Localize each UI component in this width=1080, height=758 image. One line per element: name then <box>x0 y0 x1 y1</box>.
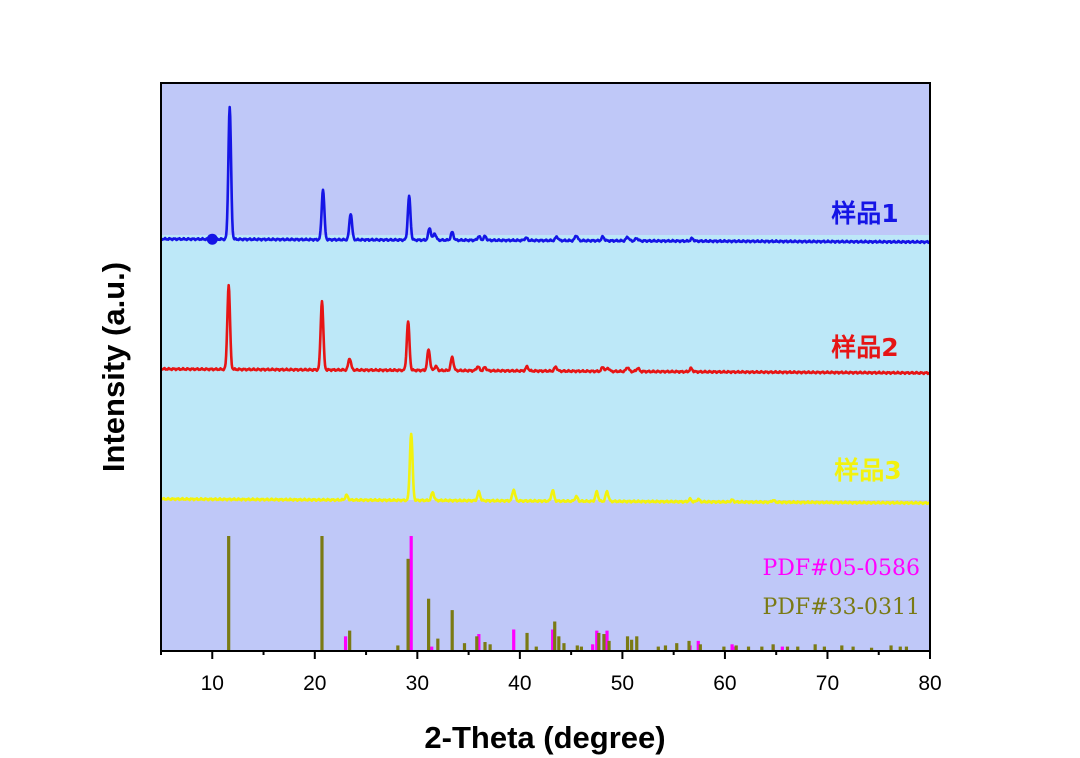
ref-line-1-15 <box>780 646 784 650</box>
ref-line-2-4 <box>396 645 400 650</box>
x-tick-label: 20 <box>303 672 326 695</box>
ref-line-2-2 <box>320 536 324 650</box>
ref-line-2-30 <box>698 644 702 650</box>
band-sample-1 <box>161 83 930 235</box>
ref-line-2-31 <box>722 646 726 650</box>
ref-line-2-33 <box>746 646 751 650</box>
ref-line-2-39 <box>822 646 826 650</box>
series-line-3 <box>159 432 932 506</box>
ref-line-2-41 <box>851 646 855 650</box>
ref-line-2-8 <box>450 610 454 650</box>
ref-line-2-44 <box>898 646 902 650</box>
ref-line-2-10 <box>475 636 479 650</box>
x-tick-label: 60 <box>713 672 736 695</box>
ref-line-1-12 <box>730 644 734 650</box>
ref-line-1-11 <box>696 640 700 650</box>
ref-line-2-42 <box>869 647 874 650</box>
ref-line-2-19 <box>579 646 583 650</box>
series-marker-1 <box>206 233 218 245</box>
ref-line-2-14 <box>534 646 538 650</box>
ref-line-2-16 <box>557 636 561 650</box>
ref-line-1-6 <box>551 629 555 650</box>
background-bands <box>161 83 930 651</box>
ref-line-2-45 <box>904 646 909 650</box>
series-label-2: 样品2 <box>831 333 898 362</box>
band-references <box>161 500 930 651</box>
ref-line-2-17 <box>562 643 566 650</box>
x-tick-label: 70 <box>816 672 839 695</box>
x-tick-label: 30 <box>406 672 429 695</box>
x-tick-label: 10 <box>201 672 224 695</box>
ref-line-2-35 <box>771 644 775 650</box>
series-labels: 样品1 样品2 样品3 PDF#05-0586 PDF#33-0311 <box>762 199 920 620</box>
ref-line-1-7 <box>591 644 595 650</box>
y-axis-title: Intensity (a.u.) <box>96 262 131 472</box>
series-markers <box>206 233 218 245</box>
series-traces <box>159 105 932 506</box>
ref-line-1-4 <box>477 634 481 650</box>
ref-line-1-3 <box>430 646 434 650</box>
series-label-3: 样品3 <box>834 456 901 485</box>
band-sample-2 <box>161 235 930 365</box>
ref-line-2-43 <box>889 645 893 650</box>
ref-line-1-9 <box>605 630 609 650</box>
ref-line-2-11 <box>483 642 487 650</box>
ref-line-2-12 <box>488 644 492 650</box>
ref-line-2-40 <box>840 645 844 650</box>
series-line-1 <box>159 105 931 245</box>
ref-line-2-37 <box>796 646 800 650</box>
ref-line-2-29 <box>687 640 691 650</box>
ref-line-2-23 <box>625 636 630 650</box>
ref-line-2-20 <box>597 632 601 650</box>
plot-frame <box>160 82 931 652</box>
ref-line-2-5 <box>406 558 410 650</box>
ref-line-2-26 <box>656 646 660 650</box>
ref-line-2-32 <box>734 645 738 650</box>
ref-line-1-2 <box>409 536 413 650</box>
ref-line-2-27 <box>663 645 668 650</box>
x-axis-ticks: 10 20 30 40 50 60 70 80 <box>160 651 942 695</box>
reference-label-1: PDF#05-0586 <box>762 556 920 581</box>
x-axis-title: 2-Theta (degree) <box>424 720 665 755</box>
ref-line-2-1 <box>227 536 231 650</box>
ref-line-1-1 <box>343 636 348 650</box>
ref-line-2-13 <box>525 632 529 650</box>
x-tick-label: 80 <box>918 672 941 695</box>
ref-line-2-15 <box>553 621 557 650</box>
series-label-1: 样品1 <box>831 199 898 228</box>
ref-line-2-3 <box>348 630 352 650</box>
reference-lines <box>227 536 909 650</box>
reference-label-2: PDF#33-0311 <box>762 595 920 620</box>
ref-line-2-9 <box>462 643 467 650</box>
ref-line-2-24 <box>630 639 634 650</box>
ref-line-2-7 <box>436 638 440 650</box>
ref-line-2-21 <box>602 634 606 650</box>
band-sample-3 <box>161 365 930 500</box>
ref-line-2-36 <box>785 646 790 650</box>
ref-line-2-25 <box>635 636 639 650</box>
series-line-2 <box>160 283 931 376</box>
x-tick-label: 50 <box>611 672 634 695</box>
ref-line-2-34 <box>760 646 764 650</box>
ref-line-2-22 <box>607 640 611 650</box>
x-tick-label: 40 <box>508 672 531 695</box>
ref-line-2-18 <box>575 645 579 650</box>
ref-line-1-8 <box>595 630 599 650</box>
ref-line-2-28 <box>675 643 679 650</box>
ref-line-2-6 <box>427 598 431 650</box>
ref-line-1-5 <box>512 629 516 650</box>
ref-line-2-38 <box>813 644 817 650</box>
